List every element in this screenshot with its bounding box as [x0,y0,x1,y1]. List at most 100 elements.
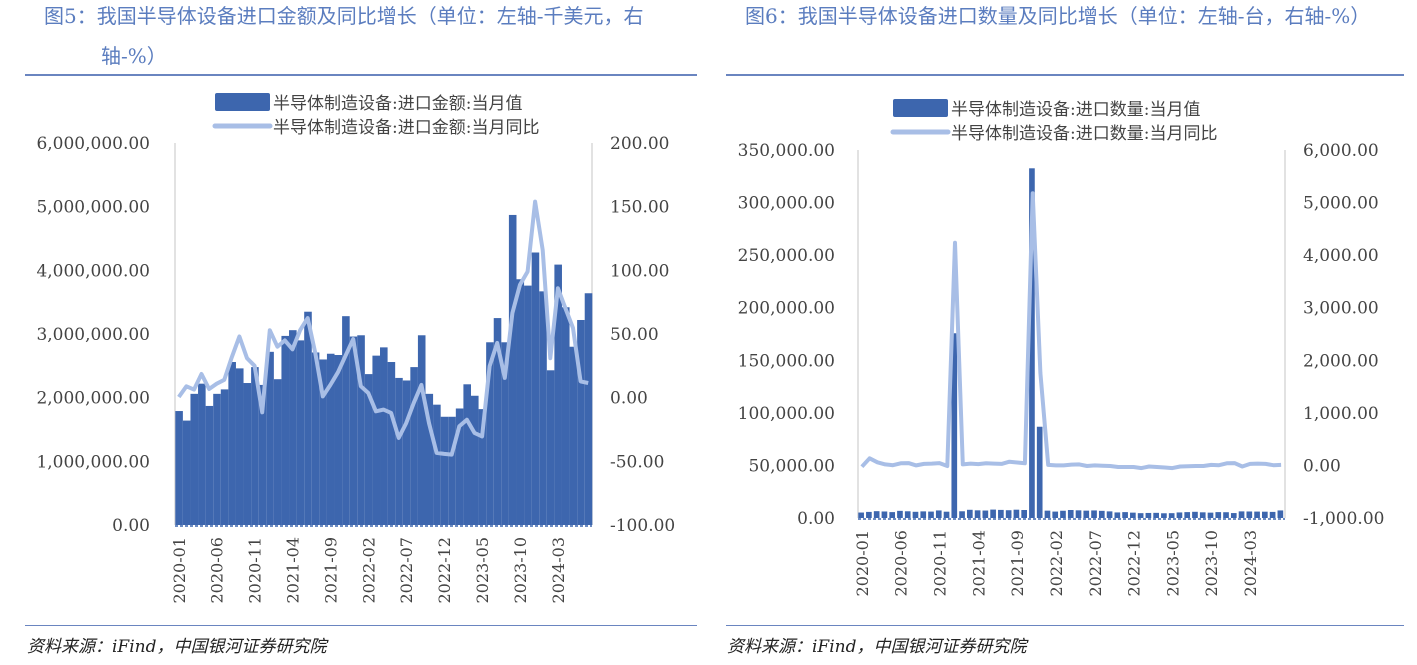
y-left-tick-label: 0.00 [112,516,150,536]
y-right-tick-label: 1,000.00 [1303,404,1379,424]
bar [516,279,525,525]
bar [258,384,267,525]
y-right-tick-label: 2,000.00 [1303,351,1379,371]
left-source: 资料来源：iFind，中国银河证券研究院 [27,637,327,657]
bar [897,510,903,518]
y-left-tick-label: 200,000.00 [738,299,835,319]
bar [1176,512,1183,518]
bar [1230,513,1237,518]
bar [1060,510,1066,518]
x-tick-label: 2024-03 [1241,530,1260,596]
bar [966,509,973,518]
x-tick-label: 2020-06 [892,530,911,596]
bar [425,393,434,525]
bar [546,370,555,525]
bar [1005,510,1012,518]
y-right-tick-label: 3,000.00 [1303,299,1379,319]
bar [928,511,934,518]
bar [959,511,965,518]
bar [1067,510,1074,518]
bar [1277,510,1284,518]
bar [273,379,282,525]
bar [881,511,888,518]
bar [372,355,381,525]
x-tick-label: 2020-01 [853,530,872,596]
bar [1153,512,1159,518]
y-left-tick-label: 0.00 [797,509,835,529]
bar [364,374,373,525]
x-tick-label: 2020-11 [246,537,265,603]
y-left-tick-label: 250,000.00 [738,246,835,266]
x-tick-label: 2020-06 [208,537,227,603]
y-right-tick-label: -1,000.00 [1303,509,1384,529]
bar [1192,511,1198,518]
bar [951,333,958,518]
y-right-tick-label: 150.00 [610,198,669,218]
bar [1184,512,1191,518]
x-tick-label: 2022-07 [1086,530,1105,596]
bar [539,291,547,525]
bar [387,362,396,525]
bar [1215,512,1222,518]
x-tick-label: 2023-10 [511,537,530,603]
y-left-tick-label: 2,000,000.00 [36,389,150,409]
bar [410,367,418,525]
bar [1122,512,1128,518]
bar [912,511,919,518]
bar [1106,511,1113,518]
bar [935,510,942,518]
bar [478,409,487,525]
bar [524,285,532,525]
bar [889,512,896,518]
yoy-line [177,199,589,457]
bar [220,389,229,525]
y-left-tick-label: 150,000.00 [738,351,835,371]
bar [1044,510,1051,518]
bar [319,359,327,525]
x-tick-label: 2023-05 [473,537,492,603]
bar [873,511,880,518]
bar [395,377,403,525]
y-right-tick-label: 5,000.00 [1303,194,1379,214]
y-right-tick-label: 0.00 [610,389,648,409]
legend-label-line: 半导体制造设备:进口金额:当月同比 [273,118,539,138]
y-right-tick-label: 200.00 [610,134,669,154]
bar [251,367,259,525]
bar [1098,510,1105,518]
bar [440,416,449,525]
x-tick-label: 2022-07 [397,537,416,603]
y-right-tick-label: 6,000.00 [1303,141,1379,161]
bar [1269,511,1276,518]
bar [493,318,502,525]
y-left-tick-label: 4,000,000.00 [36,261,150,281]
x-tick-label: 2021-04 [284,537,303,603]
bar [342,316,350,525]
y-left-tick-label: 350,000.00 [738,141,835,161]
x-tick-label: 2020-11 [931,530,950,596]
legend-label-bar: 半导体制造设备:进口金额:当月值 [273,94,522,114]
y-left-tick-label: 50,000.00 [748,456,835,476]
bar [289,330,297,525]
x-tick-label: 2023-05 [1163,530,1182,596]
bar [1223,512,1229,518]
y-left-tick-label: 300,000.00 [738,194,835,214]
bar [470,395,479,525]
bar [561,307,570,525]
bar [235,368,244,525]
legend-swatch-bar [215,93,270,111]
y-right-tick-label: 0.00 [1303,456,1341,476]
bar [304,311,312,525]
bar [190,393,199,525]
bar [448,416,456,525]
right-title-line1: 图6：我国半导体设备进口数量及同比增长（单位：左轴-台，右轴-%） [745,4,1371,28]
left-title-line2: 轴-%） [101,44,167,68]
bar [501,342,509,525]
bar [296,340,305,525]
x-tick-label: 2021-04 [969,530,988,596]
bar [455,408,464,525]
bar [357,335,365,525]
x-tick-label: 2024-03 [549,537,568,603]
bar [349,336,358,525]
bar [1052,511,1059,518]
